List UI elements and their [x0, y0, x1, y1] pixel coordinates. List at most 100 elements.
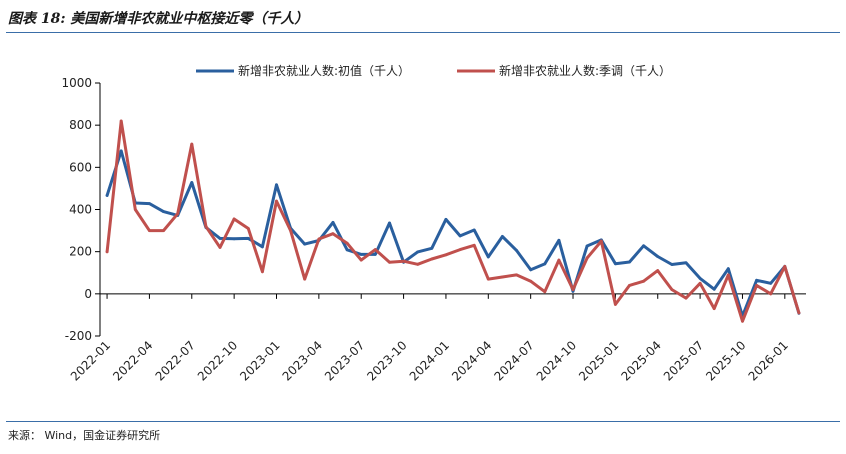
data-point	[317, 237, 321, 241]
data-point	[656, 269, 660, 272]
data-point	[359, 253, 363, 256]
data-point	[726, 273, 730, 277]
data-point	[430, 257, 434, 261]
data-point	[416, 262, 420, 266]
data-point	[204, 225, 208, 228]
data-point	[458, 248, 462, 252]
data-point	[162, 210, 165, 214]
data-point	[698, 277, 702, 280]
x-tick-label: 2023-04	[280, 338, 325, 383]
data-point	[246, 227, 250, 230]
y-tick-label: 0	[84, 287, 92, 301]
data-point	[148, 202, 151, 206]
data-point	[628, 260, 631, 264]
x-tick-label: 2023-10	[364, 338, 409, 383]
figure-title: 图表 18: 美国新增非农就业中枢接近零（千人）	[8, 11, 309, 27]
data-point	[557, 258, 561, 262]
data-point	[614, 303, 617, 306]
data-point	[275, 183, 278, 187]
axes: 10008006004002000-2002022-012022-042022-…	[61, 76, 806, 384]
data-point	[557, 238, 561, 242]
data-point	[642, 279, 645, 283]
data-point	[585, 244, 589, 248]
y-tick-label: 400	[69, 203, 92, 217]
x-tick-label: 2025-10	[703, 338, 748, 383]
data-point	[345, 241, 349, 245]
data-point	[670, 288, 674, 291]
data-point	[585, 256, 589, 260]
x-tick-label: 2022-07	[153, 338, 198, 383]
x-tick-label: 2023-01	[237, 338, 282, 383]
data-point	[726, 267, 730, 271]
data-point	[105, 194, 109, 197]
data-point	[402, 259, 405, 263]
x-tick-label: 2024-04	[449, 338, 494, 383]
data-point	[303, 277, 307, 281]
y-tick-label: 600	[69, 160, 92, 174]
data-point	[741, 319, 744, 323]
data-point	[105, 250, 109, 254]
x-tick-label: 2025-01	[576, 338, 621, 383]
data-point	[783, 265, 787, 268]
x-tick-label: 2024-01	[407, 338, 452, 383]
data-point	[486, 255, 490, 259]
data-point	[218, 237, 222, 240]
data-point	[755, 284, 758, 287]
data-point	[345, 248, 349, 252]
data-point	[190, 181, 194, 184]
data-point	[190, 142, 194, 146]
data-point	[769, 292, 773, 296]
data-point	[642, 244, 645, 248]
data-point	[656, 255, 660, 258]
series-lines	[105, 119, 801, 323]
data-point	[133, 208, 137, 211]
data-point	[232, 237, 236, 241]
x-tick-label: 2025-07	[661, 338, 706, 383]
data-point	[755, 278, 758, 282]
data-point	[472, 228, 476, 232]
data-point	[359, 258, 363, 262]
data-point	[416, 250, 420, 254]
data-point	[670, 263, 674, 266]
legend-label-2: 新增非农就业人数:季调（千人）	[499, 63, 671, 78]
data-point	[571, 288, 575, 291]
y-tick-label: 1000	[61, 76, 92, 90]
data-point	[684, 261, 688, 265]
data-point	[162, 229, 165, 233]
x-tick-label: 2022-10	[195, 338, 240, 383]
data-point	[303, 242, 307, 246]
data-point	[458, 234, 462, 238]
data-point	[628, 284, 631, 287]
x-tick-label: 2026-01	[746, 338, 791, 383]
data-point	[430, 246, 434, 250]
top-rule	[6, 32, 840, 33]
data-point	[529, 279, 533, 283]
data-point	[444, 218, 448, 221]
legend: 新增非农就业人数:初值（千人） 新增非农就业人数:季调（千人）	[196, 63, 671, 78]
data-point	[289, 229, 292, 233]
data-point	[246, 237, 250, 240]
data-point	[218, 246, 222, 249]
bottom-rule	[6, 421, 840, 422]
data-point	[373, 248, 377, 252]
data-point	[529, 268, 533, 272]
data-point	[501, 275, 504, 279]
data-point	[176, 212, 180, 216]
y-tick-label: -200	[65, 329, 92, 343]
data-point	[119, 149, 123, 153]
x-tick-label: 2025-04	[619, 338, 664, 383]
data-point	[515, 249, 518, 252]
data-point	[614, 262, 617, 266]
data-point	[331, 221, 335, 224]
data-point	[119, 119, 123, 123]
series-line-2	[105, 119, 801, 323]
y-tick-label: 800	[69, 118, 92, 132]
x-tick-label: 2023-07	[322, 338, 367, 383]
data-point	[232, 217, 236, 221]
legend-label-1: 新增非农就业人数:初值（千人）	[238, 63, 410, 78]
data-point	[261, 245, 264, 249]
data-point	[684, 296, 688, 300]
data-point	[797, 311, 801, 315]
data-point	[515, 273, 518, 277]
